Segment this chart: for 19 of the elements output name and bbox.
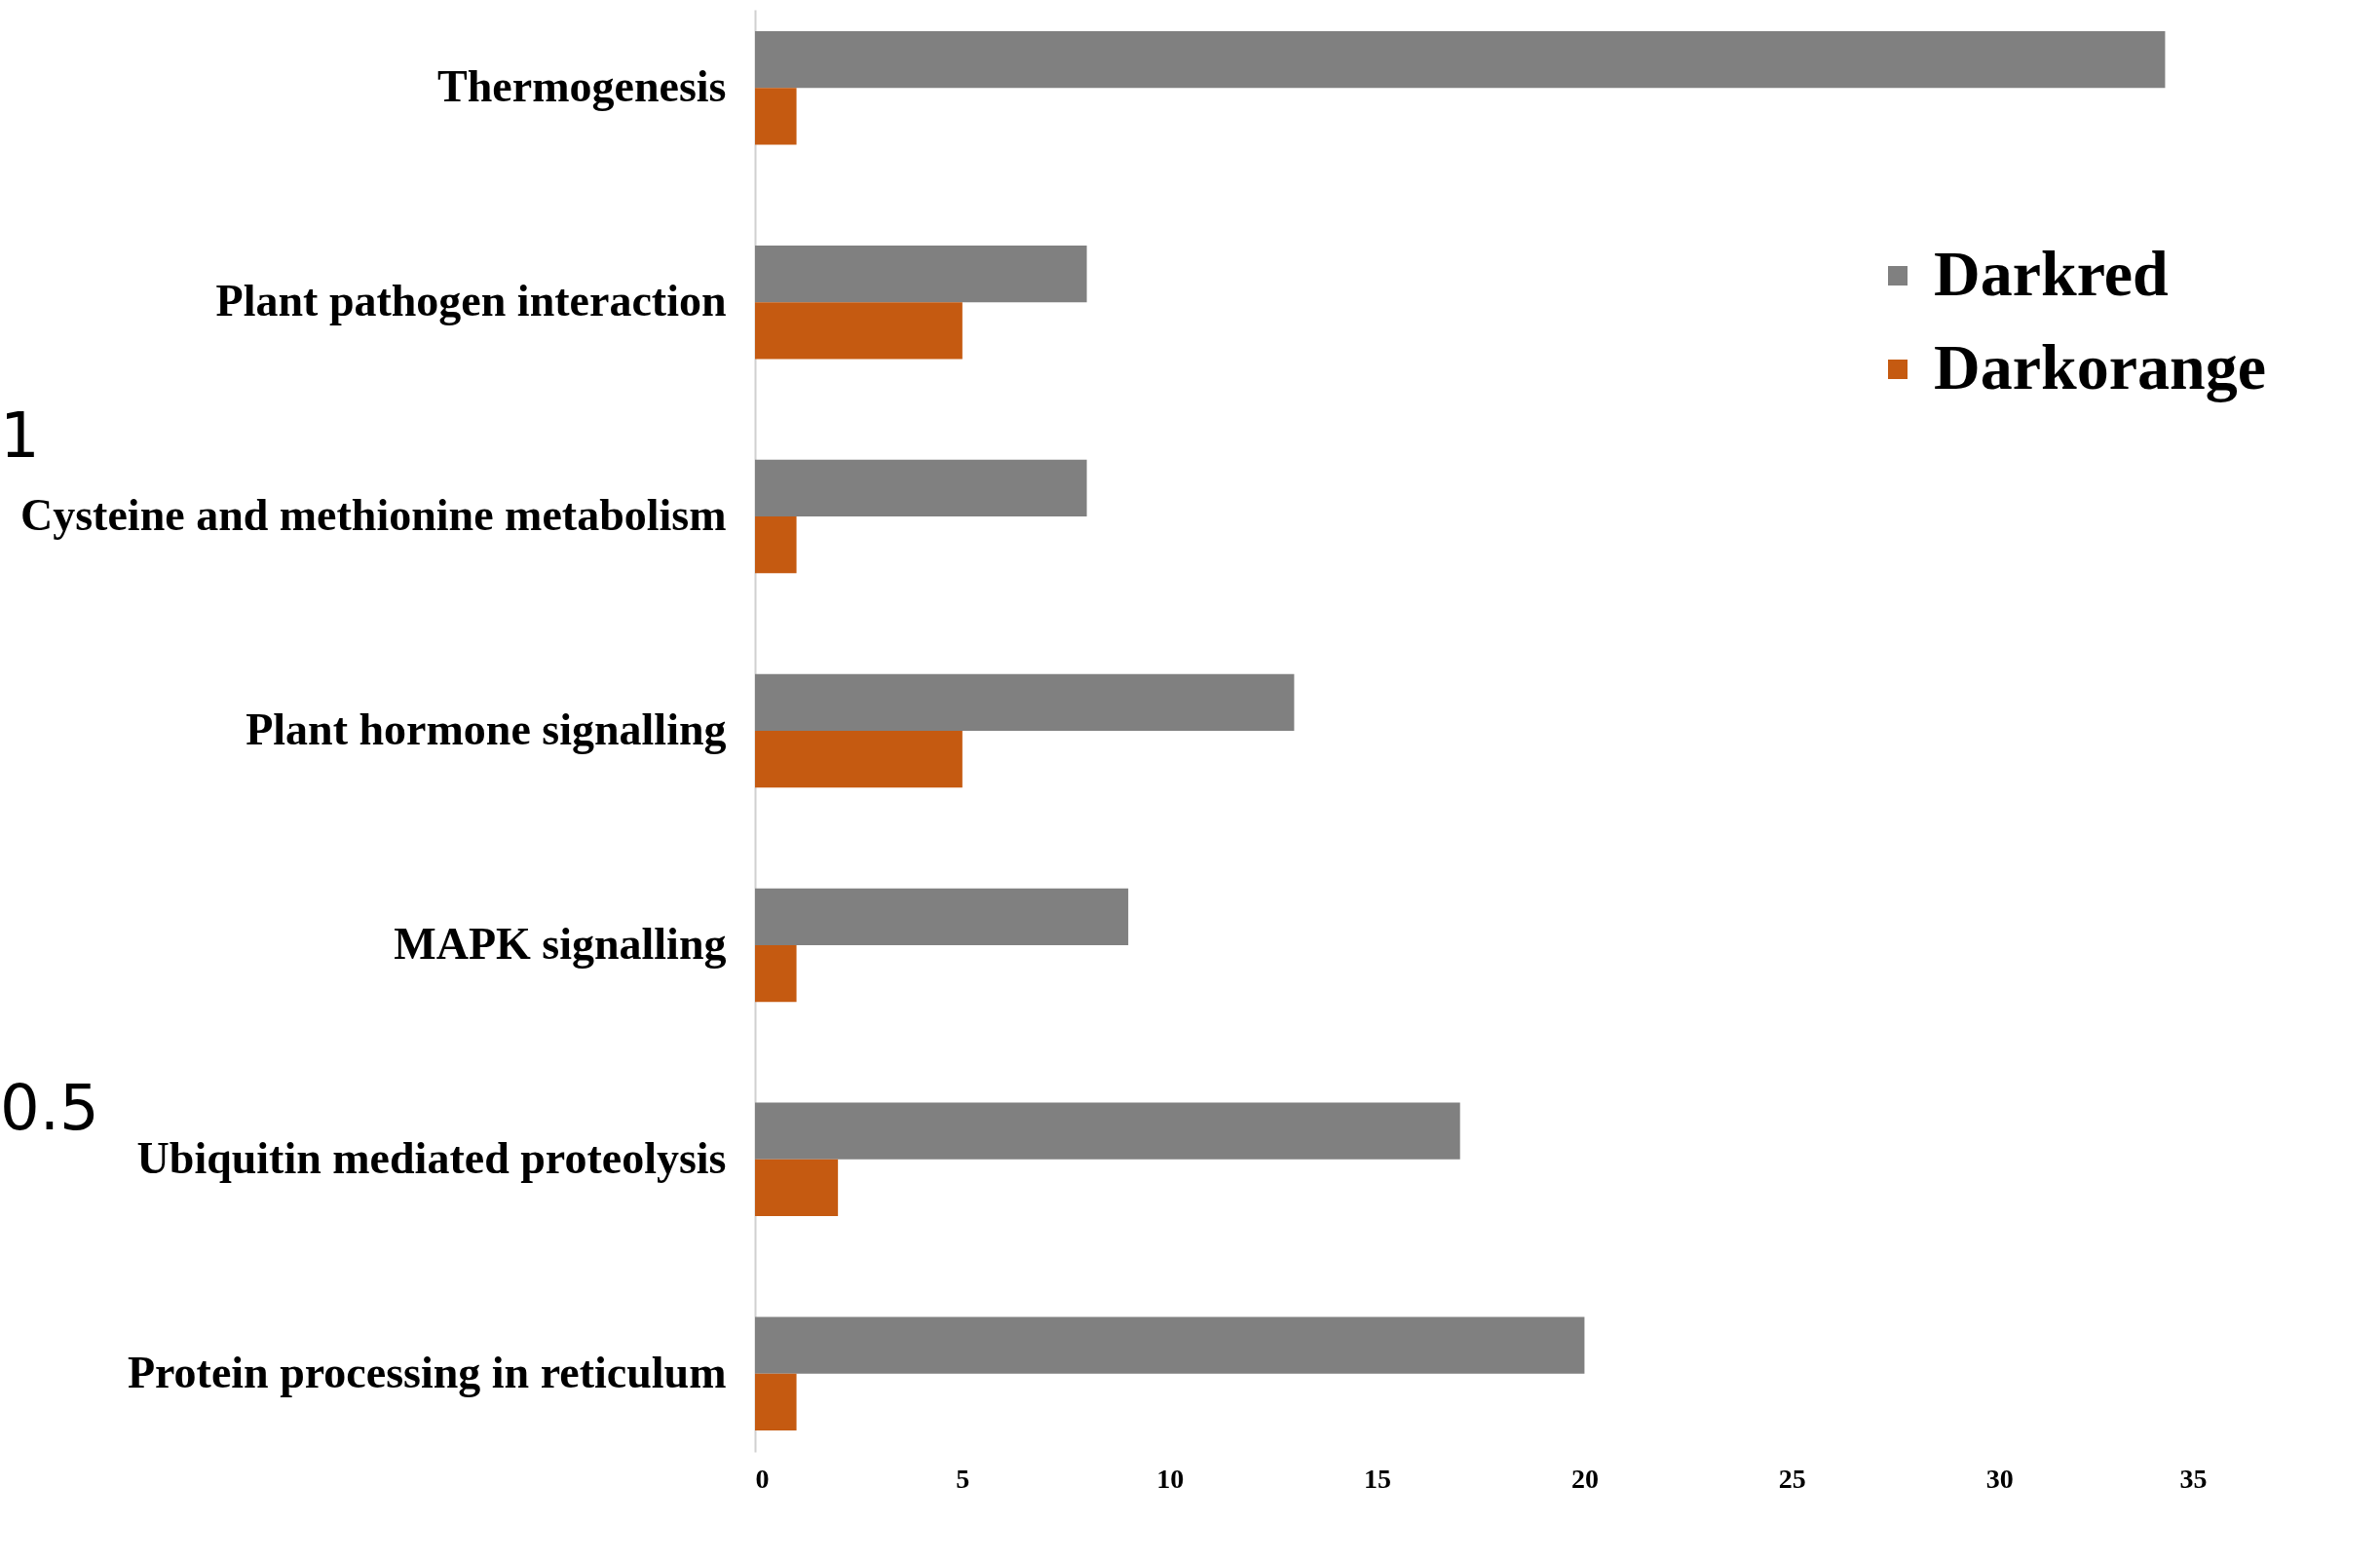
legend-label: Darkorange (1934, 331, 2266, 402)
y-tick-label: Protein processing in reticulum (127, 1347, 727, 1397)
x-tick-label: 20 (1570, 1463, 1599, 1494)
y-tick-label: Plant pathogen interaction (215, 276, 727, 326)
x-tick-label: 30 (1985, 1463, 2014, 1494)
x-tick-label: 0 (755, 1463, 770, 1494)
y-tick-label: MAPK signalling (394, 918, 727, 969)
x-tick-label: 25 (1778, 1463, 1806, 1494)
x-tick-label: 5 (956, 1463, 970, 1494)
legend-label: Darkred (1934, 238, 2169, 309)
x-tick-label: 35 (2179, 1463, 2208, 1494)
y-tick-label: Cysteine and methionine metabolism (20, 490, 727, 541)
y-tick-label: Thermogenesis (437, 61, 727, 112)
x-tick-label: 15 (1364, 1463, 1392, 1494)
x-tick-label: 10 (1156, 1463, 1185, 1494)
y-tick-label: Ubiquitin mediated proteolysis (136, 1132, 727, 1183)
text: 1 (0, 400, 40, 472)
text: 0.5 (0, 1072, 99, 1144)
y-tick-label: Plant hormone signalling (246, 705, 727, 754)
